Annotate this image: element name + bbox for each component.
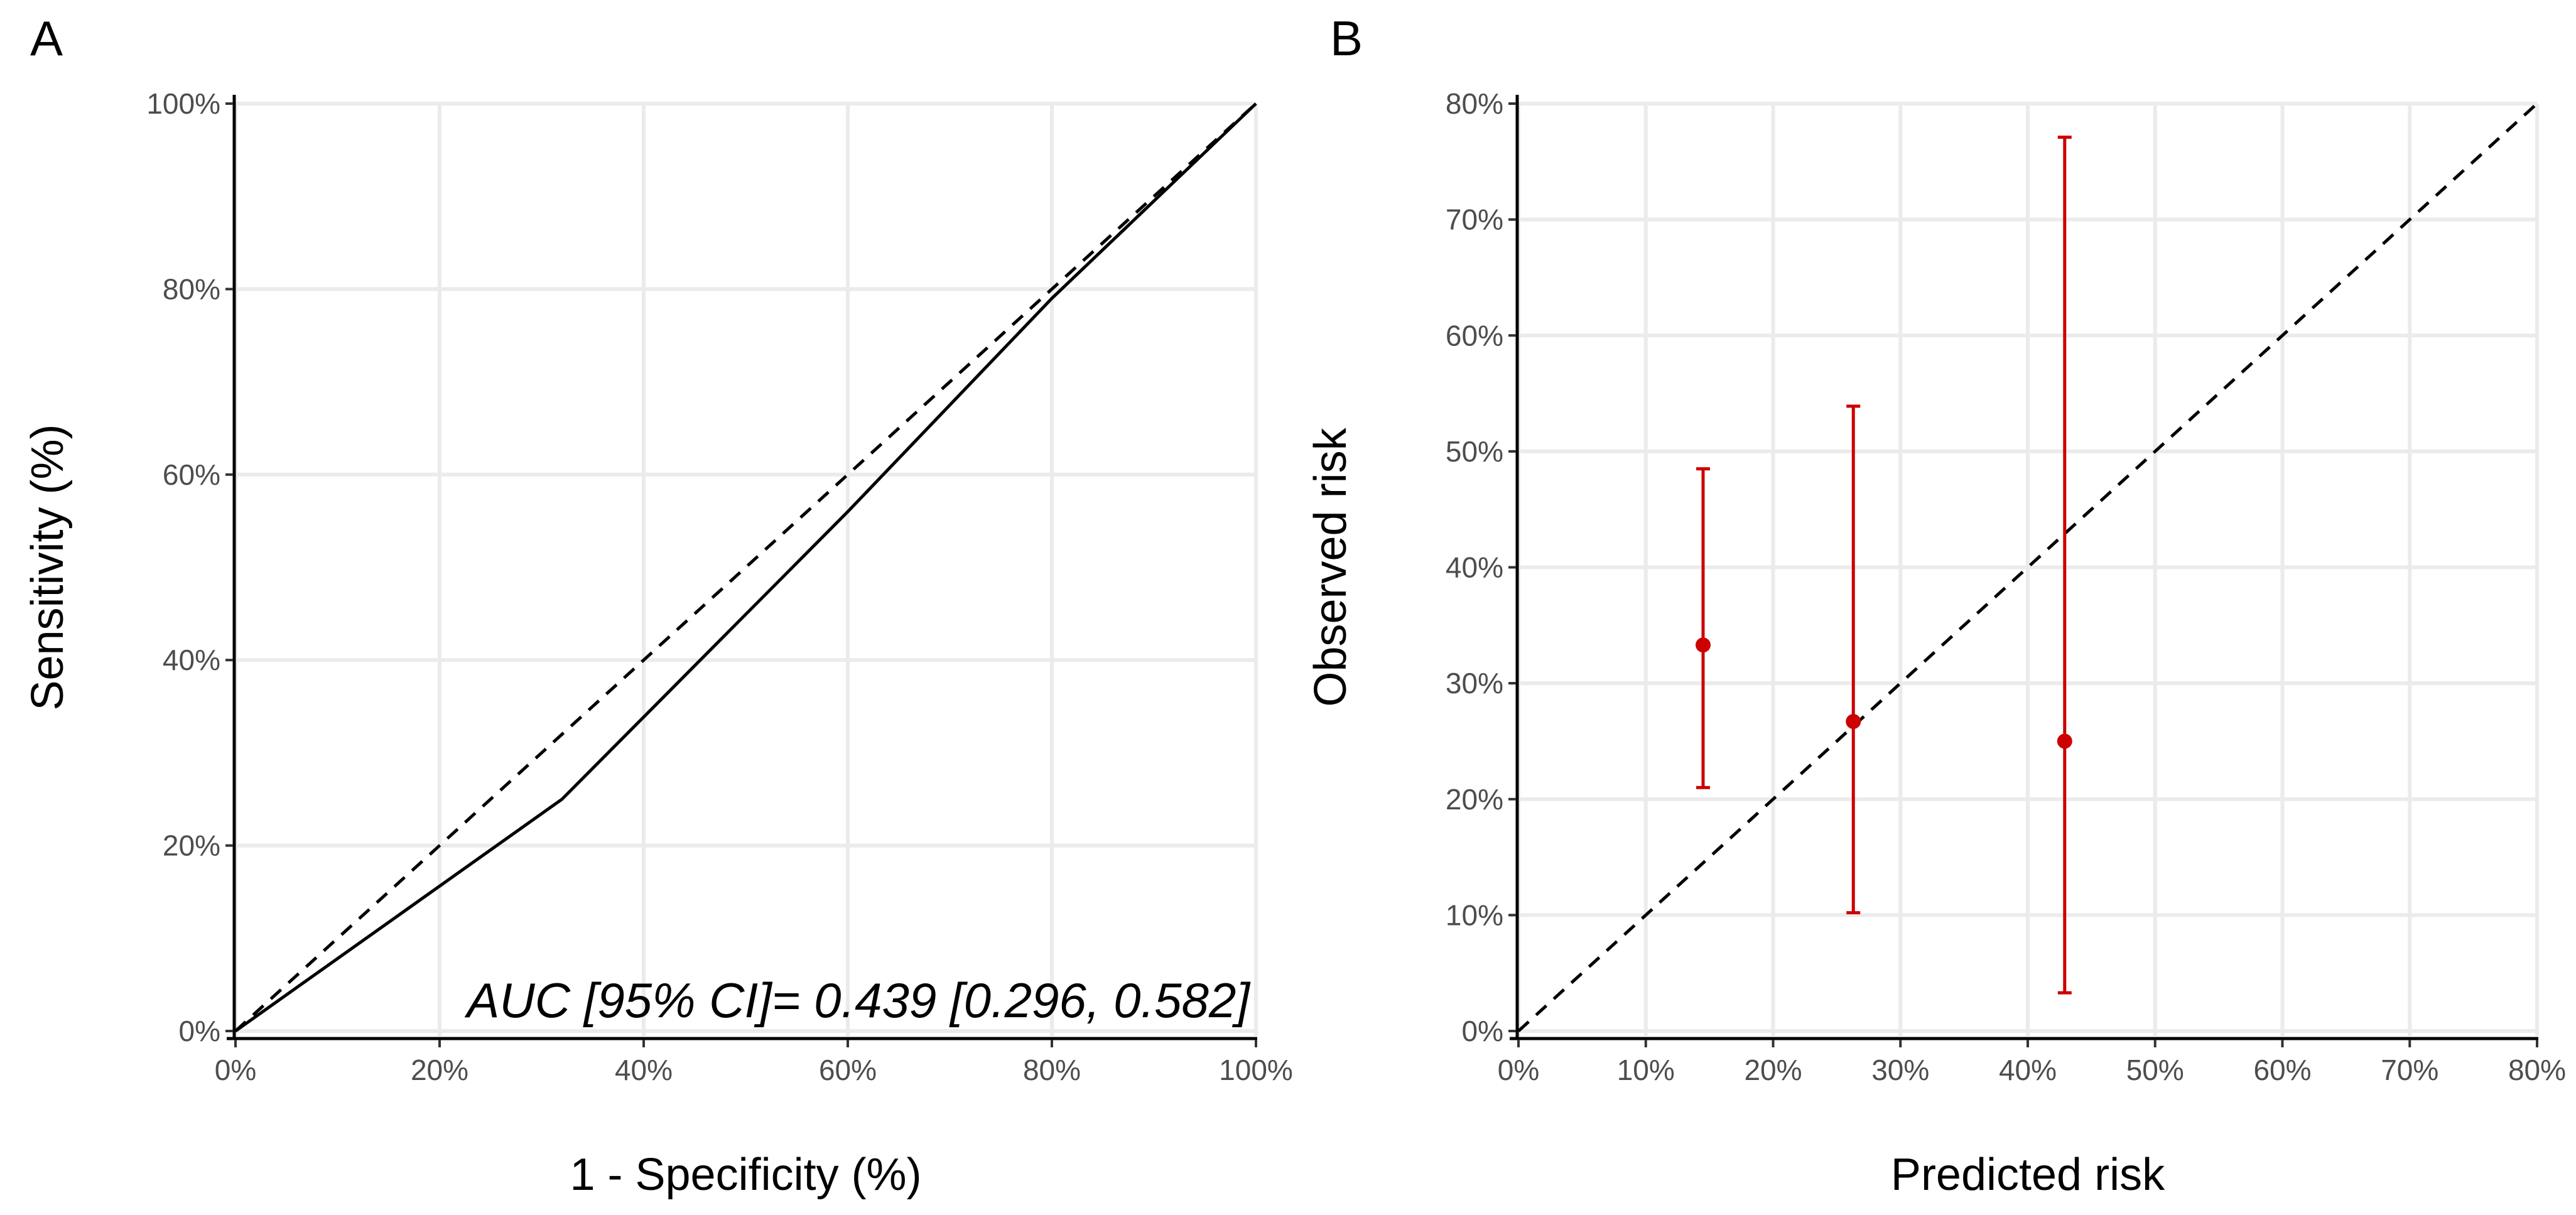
x-tick-label: 50% xyxy=(2126,1054,2184,1086)
calibration-chart: 0% 10% 20% 30% 40% 50% 60% 70% 80% 0% 10% 20% 30% 40%… xyxy=(1306,87,2566,1200)
x-tick-label: 40% xyxy=(615,1054,673,1086)
y-tick-label: 60% xyxy=(1446,319,1503,352)
x-axis-title: 1 - Specificity (%) xyxy=(570,1150,921,1200)
x-tick-label: 10% xyxy=(1617,1054,1675,1086)
x-tick-label: 20% xyxy=(411,1054,468,1086)
auc-annotation: AUC [95% CI]= 0.439 [0.296, 0.582] xyxy=(464,973,1251,1028)
y-tick-label: 80% xyxy=(163,273,220,305)
panel-a-letter: A xyxy=(30,11,63,66)
reference-diagonal-line xyxy=(1517,102,2538,1032)
x-tick-label: 0% xyxy=(215,1054,256,1086)
data-point xyxy=(2057,733,2072,749)
x-tick-label: 60% xyxy=(819,1054,877,1086)
x-tick-label: 100% xyxy=(1219,1054,1293,1086)
y-tick-label: 30% xyxy=(1446,667,1503,699)
x-tick-label: 20% xyxy=(1744,1054,1802,1086)
y-axis-title: Observed risk xyxy=(1306,427,1356,706)
data-point xyxy=(1695,637,1711,653)
x-tick-label: 80% xyxy=(2508,1054,2566,1086)
x-tick-label: 0% xyxy=(1498,1054,1539,1086)
y-tick-label: 10% xyxy=(1446,899,1503,931)
y-tick-label: 70% xyxy=(1446,203,1503,236)
y-tick-label: 50% xyxy=(1446,435,1503,468)
x-tick-label: 80% xyxy=(1023,1054,1081,1086)
x-tick-label: 70% xyxy=(2381,1054,2438,1086)
roc-chart: 0% 20% 40% 60% 80% 100% 0% 20% 40% 60% 80% 100% 1 - … xyxy=(23,87,1293,1200)
y-tick-label: 80% xyxy=(1446,87,1503,120)
y-tick-label: 20% xyxy=(1446,783,1503,816)
y-axis-title: Sensitivity (%) xyxy=(23,424,73,710)
x-axis-title: Predicted risk xyxy=(1891,1150,2165,1200)
x-tick-label: 60% xyxy=(2253,1054,2311,1086)
y-tick-label: 0% xyxy=(1462,1015,1503,1047)
reference-diagonal-line xyxy=(234,102,1257,1032)
panel-b-letter: B xyxy=(1330,11,1363,66)
y-tick-label: 40% xyxy=(1446,551,1503,584)
x-tick-label: 30% xyxy=(1871,1054,1929,1086)
y-tick-label: 0% xyxy=(179,1015,220,1047)
y-tick-label: 20% xyxy=(163,829,220,862)
roc-curve-line xyxy=(234,102,1257,1033)
data-point xyxy=(1846,714,1861,730)
y-tick-label: 40% xyxy=(163,644,220,676)
y-tick-label: 60% xyxy=(163,458,220,491)
y-tick-label: 100% xyxy=(146,87,220,120)
x-tick-label: 40% xyxy=(1999,1054,2057,1086)
